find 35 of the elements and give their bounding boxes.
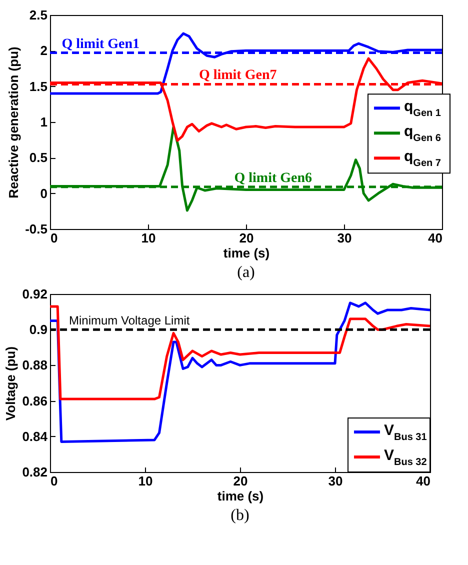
ref-line-label: Q limit Gen1 xyxy=(62,36,140,52)
y-tick-label: 2.5 xyxy=(29,8,48,22)
y-tick-label: -0.5 xyxy=(25,222,48,236)
text: (b) xyxy=(230,507,250,524)
x-tick-label: 20 xyxy=(239,230,254,246)
x-tick-label: 20 xyxy=(233,474,248,488)
y-tick-label: 0.5 xyxy=(29,150,48,166)
x-tick-label: 10 xyxy=(141,230,156,246)
x-tick-label: 30 xyxy=(328,474,343,488)
line-series xyxy=(50,32,442,95)
x-axis-title: time (s) xyxy=(217,488,264,504)
y-tick-label: 0.9 xyxy=(29,322,48,338)
x-tick-label: 0 xyxy=(50,230,58,246)
y-tick-label: 0.82 xyxy=(22,464,48,480)
y-tick-label: 0 xyxy=(40,186,48,201)
ref-line-label: Minimum Voltage Limit xyxy=(69,314,190,328)
y-tick-label: 0.92 xyxy=(22,286,48,302)
y-tick-label: 2 xyxy=(40,43,48,58)
text: (a) xyxy=(237,264,255,281)
x-tick-label: 10 xyxy=(138,474,153,488)
y-axis-title: Voltage (pu) xyxy=(3,346,18,421)
line-series xyxy=(50,305,430,400)
y-tick-label: 1.5 xyxy=(29,78,48,94)
x-tick-label: 40 xyxy=(416,474,430,488)
x-tick-label: 40 xyxy=(428,230,442,246)
x-axis-title: time (s) xyxy=(223,246,270,260)
y-tick-label: 1 xyxy=(40,114,48,130)
y-tick-label: 0.88 xyxy=(22,358,48,373)
x-tick-label: 30 xyxy=(337,230,352,246)
y-tick-label: 0.86 xyxy=(22,393,48,408)
ref-line-label: Q limit Gen6 xyxy=(234,170,312,186)
x-tick-label: 0 xyxy=(50,474,58,488)
y-tick-label: 0.84 xyxy=(22,428,48,444)
y-axis-title: Reactive generation (pu) xyxy=(6,46,22,198)
ref-line-label: Q limit Gen7 xyxy=(198,68,277,84)
